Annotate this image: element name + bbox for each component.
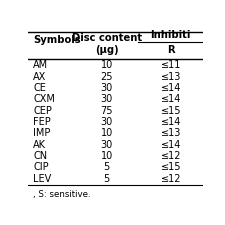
Text: ≤13: ≤13: [161, 128, 181, 138]
Text: 10: 10: [101, 151, 113, 161]
Text: ≤14: ≤14: [161, 83, 181, 93]
Text: CEP: CEP: [33, 106, 52, 116]
Text: ≤14: ≤14: [161, 94, 181, 104]
Text: 75: 75: [100, 106, 113, 116]
Text: 10: 10: [101, 128, 113, 138]
Text: 30: 30: [101, 94, 113, 104]
Text: LEV: LEV: [33, 174, 52, 184]
Text: R: R: [167, 45, 175, 55]
Text: Symbols: Symbols: [33, 35, 81, 45]
Text: Disc content: Disc content: [72, 33, 142, 43]
Text: ≤15: ≤15: [161, 162, 181, 172]
Text: CIP: CIP: [33, 162, 49, 172]
Text: (μg): (μg): [95, 45, 118, 55]
Text: ≤14: ≤14: [161, 140, 181, 150]
Text: 10: 10: [101, 60, 113, 70]
Text: 5: 5: [104, 162, 110, 172]
Text: AK: AK: [33, 140, 46, 150]
Text: , S: sensitive.: , S: sensitive.: [33, 190, 91, 199]
Text: ≤15: ≤15: [161, 106, 181, 116]
Text: ≤14: ≤14: [161, 117, 181, 127]
Text: IMP: IMP: [33, 128, 51, 138]
Text: 25: 25: [100, 72, 113, 82]
Text: 30: 30: [101, 83, 113, 93]
Text: CXM: CXM: [33, 94, 55, 104]
Text: ≤12: ≤12: [161, 151, 181, 161]
Text: Inhibiti: Inhibiti: [150, 30, 190, 40]
Text: 5: 5: [104, 174, 110, 184]
Text: AX: AX: [33, 72, 47, 82]
Text: 30: 30: [101, 117, 113, 127]
Text: 30: 30: [101, 140, 113, 150]
Text: ≤13: ≤13: [161, 72, 181, 82]
Text: ≤11: ≤11: [161, 60, 181, 70]
Text: CE: CE: [33, 83, 46, 93]
Text: ≤12: ≤12: [161, 174, 181, 184]
Text: AM: AM: [33, 60, 48, 70]
Text: CN: CN: [33, 151, 47, 161]
Text: FEP: FEP: [33, 117, 51, 127]
